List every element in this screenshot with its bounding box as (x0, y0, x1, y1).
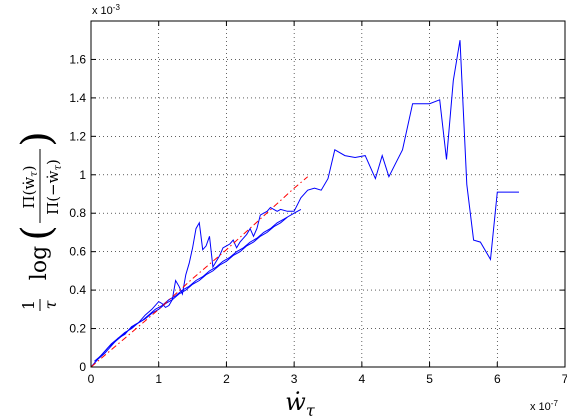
y-tick-label: 0.2 (69, 322, 86, 336)
y-tick-label: 1 (79, 168, 86, 182)
grid (91, 21, 565, 367)
series-line-0 (94, 216, 288, 364)
y-label-paren-open: ( (14, 225, 60, 241)
y-tick-label: 0 (79, 360, 86, 374)
x-axis-label: ẇτ (285, 388, 316, 420)
x-tick-label: 2 (223, 372, 230, 386)
x-multiplier: x 10-7 (530, 399, 558, 413)
series-layer (90, 40, 519, 368)
x-tick-label: 4 (359, 372, 366, 386)
y-axis-ticks: 0 0.2 0.4 0.6 0.8 1 1.2 1.4 1.6 (69, 52, 565, 374)
y-tick-label: 0.8 (69, 206, 86, 220)
y-label-lead-den: τ (41, 299, 60, 309)
x-tick-label: 0 (88, 372, 95, 386)
y-label-log: log (27, 246, 52, 280)
x-tick-label: 3 (291, 372, 298, 386)
x-tick-label: 6 (494, 372, 501, 386)
series-line-3 (90, 176, 309, 368)
y-tick-label: 0.6 (69, 245, 86, 259)
y-label-numerator: Π(ẇτ) (20, 165, 40, 208)
x-axis-ticks: 0 1 2 3 4 5 6 7 (88, 21, 567, 386)
y-tick-label: 1.4 (69, 91, 86, 105)
series-line-2 (90, 40, 519, 368)
x-tick-label: 5 (426, 372, 433, 386)
x-tick-label: 1 (155, 372, 162, 386)
y-label-paren-close: ) (14, 131, 60, 147)
y-label-denominator: Π(−ẇτ) (44, 159, 64, 215)
plot-frame (90, 20, 566, 368)
y-tick-label: 1.6 (69, 52, 86, 66)
y-label-lead: 1 (19, 300, 38, 310)
y-tick-label: 1.2 (69, 129, 86, 143)
y-multiplier: x 10-3 (92, 3, 120, 17)
y-axis-label: 1 τ log ( Π(ẇτ) Π(−ẇτ) ) (14, 131, 64, 311)
x-tick-label: 7 (562, 372, 567, 386)
y-tick-label: 0.4 (69, 283, 86, 297)
